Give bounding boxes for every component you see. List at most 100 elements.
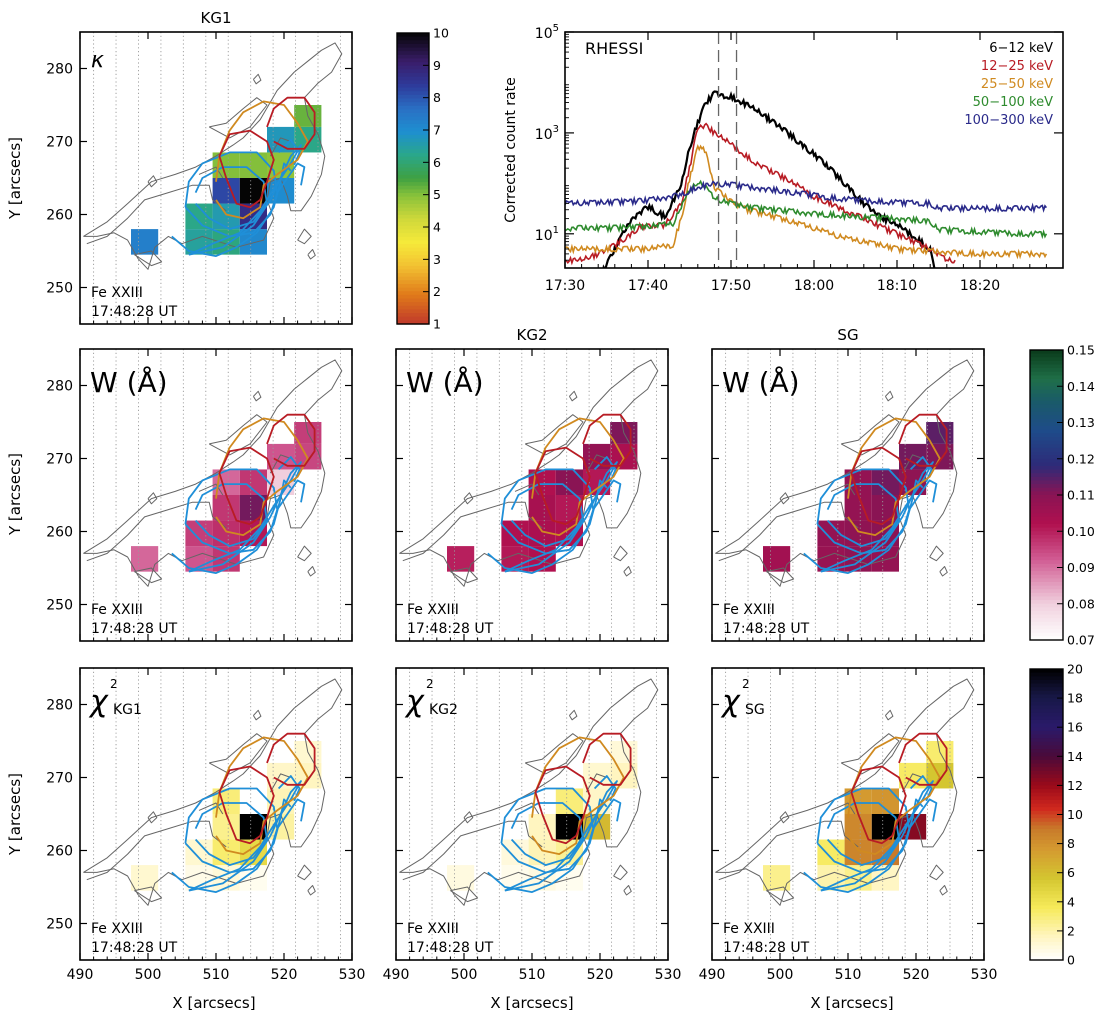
colorbar-segment <box>1030 901 1063 907</box>
colorbar-segment <box>397 145 429 150</box>
y-tick-label: 270 <box>46 135 73 151</box>
aia-contour <box>514 802 540 815</box>
colorbar-segment <box>1030 690 1063 696</box>
colorbar-segment <box>1030 934 1063 939</box>
hxr-contour-blue <box>500 787 595 874</box>
aia-contour <box>269 454 291 474</box>
colorbar-segment <box>1030 632 1063 637</box>
colorbar-segment <box>1030 861 1063 867</box>
aia-contour <box>252 73 262 85</box>
colorbar-segment <box>397 189 429 194</box>
aia-contour <box>83 678 343 906</box>
hxr-contour-blue <box>504 780 618 892</box>
colorbar-segment <box>1030 538 1063 543</box>
line-label: Fe XXIII <box>407 921 459 937</box>
corner-label-sup: 2 <box>426 677 434 691</box>
rhessi-x-tick-label: 17:50 <box>711 278 751 294</box>
colorbar-segment <box>1030 618 1063 623</box>
colorbar-segment <box>397 182 429 187</box>
map-panel-kg2-chi2: 490 500 510 520 530 χ 2 KG2 Fe XXIII 17:48:28 UT <box>383 667 681 983</box>
hxr-contour-blue <box>276 162 306 194</box>
colorbar-tick-label: 1 <box>433 317 441 332</box>
hxr-contour-blue <box>276 798 306 830</box>
colorbar-segment <box>1030 574 1063 579</box>
aia-contour <box>450 886 479 903</box>
aia-contour <box>585 773 607 793</box>
colorbar-segment <box>1030 585 1063 590</box>
colorbar-segment <box>397 305 429 311</box>
aia-contour <box>613 864 628 881</box>
x-tick-label: 520 <box>587 967 614 983</box>
aia-contour <box>252 390 262 402</box>
line-label: Fe XXIII <box>91 602 143 618</box>
panel-header: KG2 <box>516 326 547 344</box>
colorbar-segment <box>1030 495 1063 500</box>
colorbar-segment <box>397 240 429 245</box>
rhessi-y-axis-label: Corrected count rate <box>503 77 519 222</box>
colorbar-segment <box>1030 716 1063 721</box>
colorbar-segment <box>1030 941 1063 947</box>
colorbar-segment <box>1030 785 1063 790</box>
colorbar-segment <box>397 36 429 41</box>
aia-contour <box>884 390 894 402</box>
colorbar-segment <box>1030 858 1063 863</box>
colorbar-segment <box>397 160 429 165</box>
corner-label-sup: 2 <box>742 677 750 691</box>
axis-labels: X [arcsecs] X [arcsecs] X [arcsecs] Y [a… <box>6 137 894 1012</box>
hxr-contour-orange <box>215 417 309 536</box>
rhessi-legend-entry: 6−12 keV <box>989 41 1053 56</box>
colorbar-segment <box>1030 422 1063 427</box>
heatmap-cell <box>555 469 583 495</box>
colorbar-segment <box>1030 455 1063 460</box>
colorbar-segment <box>1030 807 1063 812</box>
aia-contour <box>399 359 659 587</box>
time-label: 17:48:28 UT <box>407 940 494 956</box>
colorbar-segment <box>1030 621 1063 627</box>
aia-contour <box>830 802 856 815</box>
colorbar-tick-label: 14 <box>1067 749 1083 764</box>
colorbar-segment <box>397 233 429 238</box>
hxr-contour-orange <box>531 417 625 536</box>
aia-contour <box>450 567 479 584</box>
rhessi-legend-entry: 25−50 keV <box>981 77 1053 92</box>
hxr-contour-red <box>898 732 948 786</box>
line-label: Fe XXIII <box>407 602 459 618</box>
y-tick-label: 270 <box>46 771 73 787</box>
colorbar-segment <box>1030 350 1063 355</box>
colorbar-segment <box>1030 375 1063 380</box>
colorbar-segment <box>1030 545 1063 550</box>
aia-contour <box>86 184 227 245</box>
colorbar-segment <box>1030 415 1063 420</box>
colorbar-segment <box>1030 683 1063 688</box>
colorbar-segment <box>1030 360 1063 366</box>
aia-contour <box>83 42 343 270</box>
rhessi-x-tick-label: 17:30 <box>545 278 585 294</box>
hxr-contour-blue <box>184 468 279 555</box>
colorbar-segment <box>1030 404 1063 409</box>
time-label: 17:48:28 UT <box>91 940 178 956</box>
line-label: Fe XXIII <box>723 921 775 937</box>
colorbar-segment <box>1030 433 1063 438</box>
colorbar-segment <box>1030 371 1063 376</box>
heatmap-cell <box>871 469 899 495</box>
colorbar-segment <box>1030 938 1063 943</box>
y-axis-label-1: Y [arcsecs] <box>6 137 24 220</box>
heatmap-cell <box>871 788 899 814</box>
colorbar-segment <box>1030 836 1063 841</box>
colorbar-segment <box>1030 898 1063 903</box>
corner-label: χ <box>720 684 741 719</box>
rhessi-series-line <box>565 143 1048 260</box>
colorbar-segment <box>1030 411 1063 416</box>
hxr-contour-blue <box>816 787 911 874</box>
colorbar-segment <box>1030 741 1063 746</box>
colorbar-segment <box>397 276 429 281</box>
hxr-contour-blue <box>908 798 938 830</box>
colorbar-segment <box>1030 734 1063 739</box>
colorbar-segment <box>1030 524 1063 529</box>
hxr-contour-blue <box>276 479 306 511</box>
colorbar-segment <box>1030 927 1063 932</box>
colorbar-segment <box>1030 357 1063 362</box>
colorbar-segment <box>1030 426 1063 431</box>
hxr-contour-blue <box>826 802 900 866</box>
